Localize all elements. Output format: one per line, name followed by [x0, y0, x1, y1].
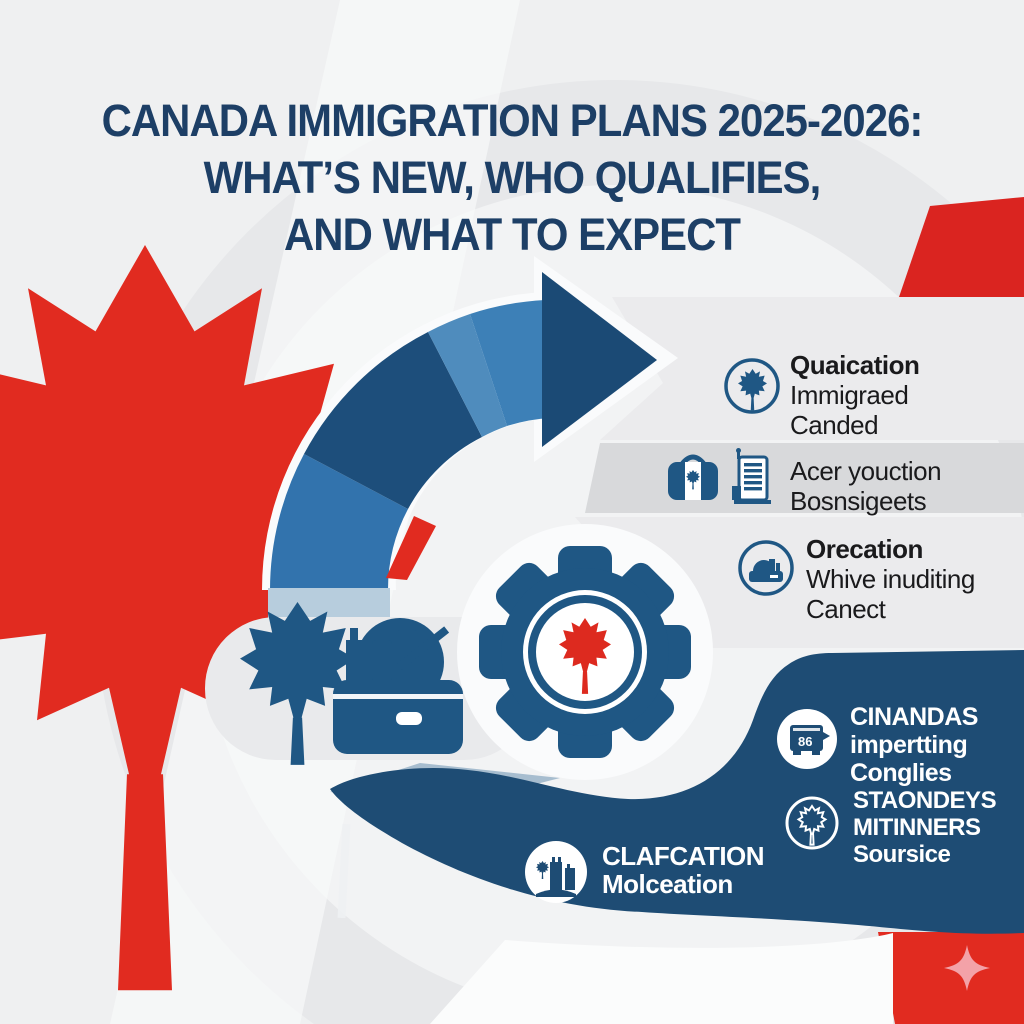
- pill-luggage-icon: [333, 618, 463, 754]
- step-4-title: CINANDAS: [850, 703, 978, 731]
- title-line-3: AND WHAT TO EXPECT: [283, 209, 741, 260]
- step-5-text: STAONDEYS MITINNERS Soursice: [853, 787, 997, 868]
- arrowhead: [542, 272, 657, 447]
- wave-white-sliver: [337, 823, 351, 919]
- navy-wave-section: [330, 650, 1024, 934]
- arc-segment-bright: [470, 300, 551, 426]
- bottom-white-swoosh: [430, 933, 893, 1024]
- step-5-title: STAONDEYS: [853, 787, 997, 814]
- step-row-2: Acer youction Bosnsigeets: [664, 448, 942, 516]
- icon-badge-86: 86: [798, 734, 812, 749]
- step-4-text: CINANDAS impertting Conglies: [850, 703, 978, 787]
- sparkle-icon: [944, 945, 990, 991]
- step-6-line-1: Molceation: [602, 869, 733, 899]
- step-1-text: Quaication Immigraed Canded: [790, 350, 920, 440]
- step-row-1: Quaication Immigraed Canded: [722, 350, 920, 440]
- step-3-line-1: Whive inuditing: [806, 564, 975, 594]
- arc-start-pale-segment: [268, 588, 390, 618]
- red-trapezoid-top-right: [899, 197, 1024, 297]
- travel-bag-icon: [668, 454, 718, 500]
- city-buildings-circle-icon: [525, 841, 587, 903]
- arc-segment-blue: [270, 454, 408, 590]
- step-1-title: Quaication: [790, 350, 920, 380]
- arc-segment-light: [428, 314, 507, 437]
- title-line-2: WHAT’S NEW, WHO QUALIFIES,: [203, 152, 822, 203]
- step-row-6: CLAFCATION Molceation: [524, 840, 765, 904]
- step-4-line-1: impertting: [850, 731, 968, 759]
- step-1-line-2: Canded: [790, 410, 879, 440]
- red-diamond-accent: [386, 516, 436, 580]
- step-2-line-1: Acer youction: [790, 456, 942, 486]
- step-6-text: CLAFCATION Molceation: [602, 841, 765, 899]
- step-3-text: Orecation Whive inuditing Canect: [806, 534, 975, 624]
- info-band-1: [600, 297, 1024, 440]
- maple-leaf-outline-circle-icon: [785, 796, 839, 850]
- calculator-board-circle-icon: 86: [777, 709, 837, 769]
- step-6-title: CLAFCATION: [602, 841, 765, 871]
- maple-leaf-circle-icon: [724, 358, 780, 414]
- industry-circle-icon: [738, 540, 794, 596]
- step-5-line-1: MITINNERS: [853, 814, 981, 841]
- step-5-line-2: Soursice: [853, 841, 951, 868]
- step-row-4: 86 CINANDAS impertting Conglies: [776, 703, 978, 787]
- step-2-text: Acer youction Bosnsigeets: [790, 456, 942, 516]
- step-3-line-2: Canect: [806, 594, 886, 624]
- arc-segment-dark: [304, 332, 482, 509]
- step-row-5: STAONDEYS MITINNERS Soursice: [783, 787, 997, 868]
- step-row-3: Orecation Whive inuditing Canect: [736, 534, 975, 624]
- step-2-line-2: Bosnsigeets: [790, 486, 927, 516]
- red-shape-bottom-right: [878, 932, 1024, 1024]
- step-1-line-1: Immigraed: [790, 380, 909, 410]
- step-4-line-2: Conglies: [850, 759, 952, 787]
- title-line-1: CANADA IMMIGRATION PLANS 2025-2026:: [101, 95, 924, 146]
- building-document-icon: [732, 448, 771, 504]
- step-3-title: Orecation: [806, 534, 923, 564]
- page-title: CANADA IMMIGRATION PLANS 2025-2026: WHAT…: [66, 92, 959, 263]
